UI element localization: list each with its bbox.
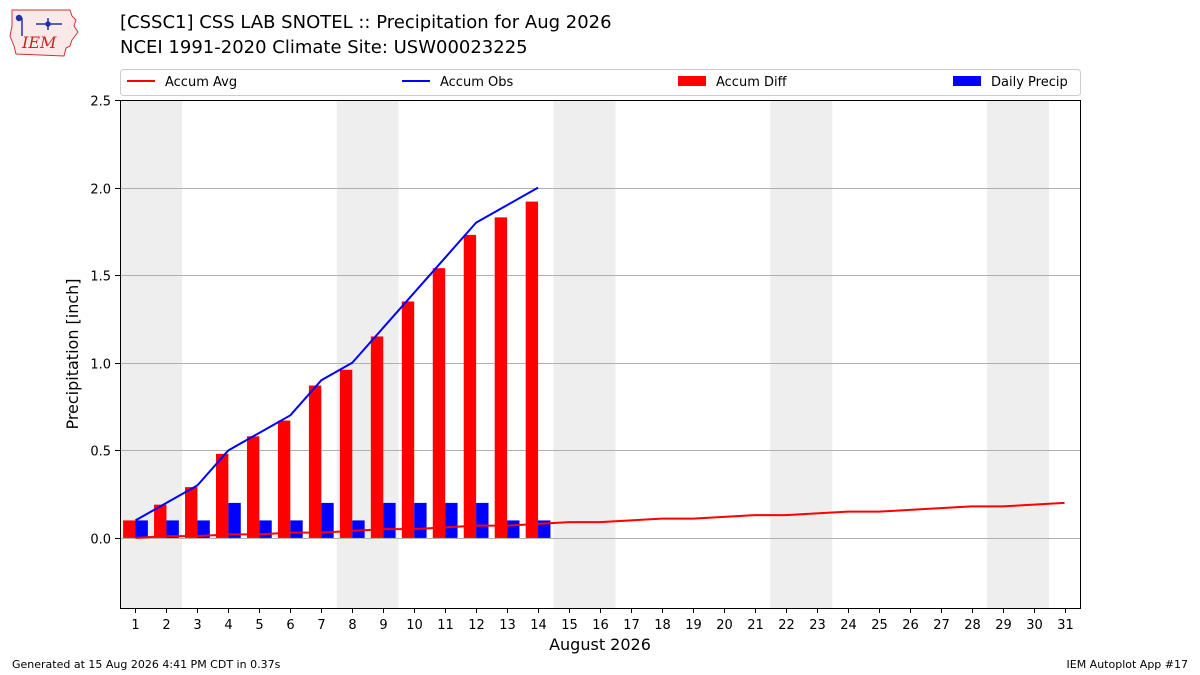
accum-diff-bar (154, 504, 167, 538)
daily-precip-bar (476, 502, 489, 538)
legend: Accum Avg Accum Obs Accum Diff Daily Precip (120, 69, 1081, 96)
x-tick-label: 27 (933, 618, 950, 633)
chart-subtitle: NCEI 1991-2020 Climate Site: USW00023225 (120, 37, 528, 58)
accum-diff-bar (277, 420, 291, 538)
legend-accum-diff-label: Accum Diff (716, 75, 788, 90)
weekend-band (770, 100, 833, 608)
x-tick-label: 5 (255, 618, 263, 633)
daily-precip-bar (321, 502, 334, 538)
x-tick-label: 21 (747, 618, 764, 633)
x-tick-label: 31 (1057, 618, 1074, 633)
legend-daily-precip-swatch (953, 76, 981, 86)
iowa-outline-icon (9, 9, 79, 57)
x-tick-label: 13 (499, 618, 516, 633)
accum-diff-bar (185, 487, 198, 538)
x-tick-label: 15 (561, 618, 578, 633)
daily-precip-bar (166, 520, 179, 538)
daily-precip-bar (445, 502, 458, 538)
x-tick-label: 4 (224, 618, 232, 633)
x-tick-label: 28 (964, 618, 981, 633)
x-tick-label: 17 (623, 618, 640, 633)
bars (123, 201, 551, 538)
daily-precip-bar (135, 520, 148, 538)
footer-app: IEM Autoplot App #17 (1066, 658, 1189, 671)
lines (134, 186, 1065, 539)
x-tick-label: 6 (286, 618, 294, 633)
y-tick-label: 0.5 (90, 445, 111, 460)
x-tick-label: 24 (840, 618, 857, 633)
legend-accum-obs-label: Accum Obs (440, 75, 513, 90)
x-tick-label: 2 (162, 618, 170, 633)
x-tick-label: 20 (716, 618, 733, 633)
x-tick-label: 9 (379, 618, 387, 633)
y-ticks: 0.0 0.5 1.0 1.5 2.0 2.5 (90, 95, 120, 548)
accum-diff-bar (339, 369, 353, 538)
iem-logo: IEM (9, 9, 79, 57)
accum-diff-bar (246, 436, 260, 538)
accum-diff-bar (308, 385, 322, 538)
x-tick-label: 3 (193, 618, 201, 633)
y-axis-label: Precipitation [inch] (63, 278, 82, 429)
legend-daily-precip-label: Daily Precip (991, 75, 1068, 90)
daily-precip-bar (507, 520, 520, 538)
accum-diff-bar (525, 201, 539, 538)
chart-title: [CSSC1] CSS LAB SNOTEL :: Precipitation … (120, 12, 612, 33)
daily-precip-bar (414, 502, 427, 538)
daily-precip-bar (383, 502, 396, 538)
x-tick-label: 29 (995, 618, 1012, 633)
daily-precip-bar (352, 520, 365, 538)
x-tick-label: 25 (871, 618, 888, 633)
x-tick-label: 10 (406, 618, 423, 633)
x-tick-label: 1 (131, 618, 139, 633)
accum-diff-bar (463, 234, 477, 538)
x-tick-label: 7 (317, 618, 325, 633)
y-tick-label: 2.0 (90, 183, 111, 198)
accum-diff-bar (370, 336, 384, 538)
footer-generated: Generated at 15 Aug 2026 4:41 PM CDT in … (12, 658, 281, 671)
legend-frame (120, 69, 1081, 96)
legend-accum-diff-swatch (678, 76, 706, 86)
x-tick-label: 14 (530, 618, 547, 633)
weekend-band (553, 100, 616, 608)
x-tick-label: 11 (437, 618, 454, 633)
x-tick-label: 22 (778, 618, 795, 633)
x-ticks: 1 2 3 4 5 6 7 8 9 10 11 12 13 14 15 16 17 18 19 20 21 22 23 24 2… (131, 608, 1074, 633)
accum-diff-bar (494, 217, 508, 538)
daily-precip-bar (538, 520, 551, 538)
x-tick-label: 16 (592, 618, 609, 633)
daily-precip-bar (197, 520, 210, 538)
accum-diff-bar (216, 453, 229, 538)
logo-text: IEM (21, 33, 57, 52)
legend-accum-avg-label: Accum Avg (165, 75, 237, 90)
x-tick-label: 30 (1026, 618, 1043, 633)
y-tick-label: 0.0 (90, 533, 111, 548)
weather-station-icon (15, 14, 62, 36)
x-tick-label: 26 (902, 618, 919, 633)
x-tick-label: 8 (348, 618, 356, 633)
x-tick-label: 23 (809, 618, 826, 633)
accum-diff-bar (401, 301, 415, 538)
y-tick-label: 1.0 (90, 358, 111, 373)
daily-precip-bar (228, 502, 241, 538)
y-tick-label: 2.5 (90, 95, 111, 110)
accum-diff-bar (432, 268, 446, 538)
y-tick-label: 1.5 (90, 270, 111, 285)
x-tick-label: 18 (654, 618, 671, 633)
x-tick-label: 12 (468, 618, 485, 633)
accum-obs-line (134, 186, 539, 522)
weekend-band (987, 100, 1050, 608)
daily-precip-bar (290, 520, 303, 538)
accum-avg-line (135, 501, 1065, 539)
x-axis-label: August 2026 (549, 635, 651, 654)
x-tick-label: 19 (685, 618, 702, 633)
accum-diff-bar (123, 520, 136, 538)
